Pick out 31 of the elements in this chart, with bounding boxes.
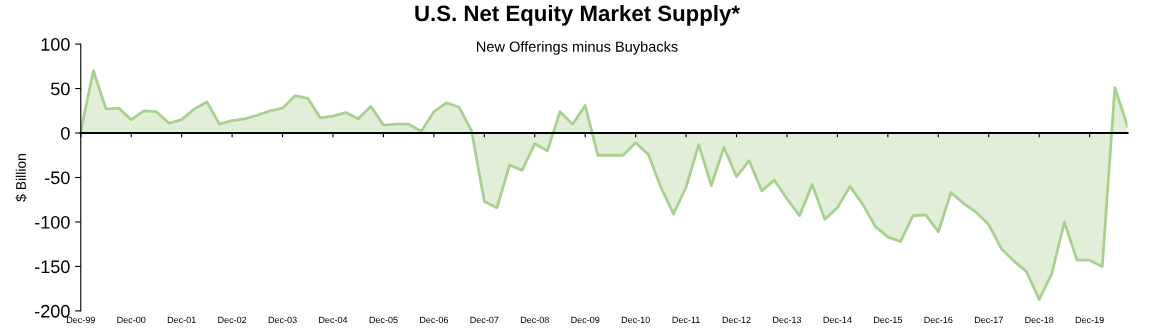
y-tick-label: -150 [35, 260, 70, 274]
y-tick-label: 50 [51, 82, 70, 96]
x-tick-label: Dec-03 [268, 316, 297, 324]
y-tick-label: -100 [35, 215, 70, 229]
x-tick-label: Dec-12 [722, 316, 751, 324]
x-tick-label: Dec-08 [520, 316, 549, 324]
chart-title: U.S. Net Equity Market Supply* [415, 4, 740, 26]
x-tick-label: Dec-06 [420, 316, 449, 324]
x-tick-label: Dec-14 [823, 316, 852, 324]
x-tick-label: Dec-13 [773, 316, 802, 324]
x-tick-label: Dec-00 [117, 316, 146, 324]
chart-subtitle: New Offerings minus Buybacks [477, 41, 678, 55]
x-tick-label: Dec-16 [924, 316, 953, 324]
x-tick-label: Dec-15 [874, 316, 903, 324]
y-tick-label: 100 [41, 38, 70, 51]
x-tick-label: Dec-99 [66, 316, 95, 324]
x-tick-label: Dec-07 [470, 316, 499, 324]
x-tick-label: Dec-17 [974, 316, 1003, 324]
y-tick-label: -50 [45, 171, 70, 185]
x-tick-label: Dec-10 [621, 316, 650, 324]
x-tick-label: Dec-04 [319, 316, 348, 324]
y-tick-label: -200 [35, 304, 70, 318]
x-tick-label: Dec-05 [369, 316, 398, 324]
x-tick-label: Dec-11 [672, 316, 700, 324]
x-tick-label: Dec-02 [218, 316, 247, 324]
x-tick-label: Dec-09 [571, 316, 600, 324]
x-tick-label: Dec-18 [1025, 316, 1054, 324]
x-tick-label: Dec-01 [167, 316, 196, 324]
y-axis-title: $ Billion [15, 154, 27, 202]
y-tick-label: 0 [61, 126, 70, 140]
x-tick-label: Dec-19 [1075, 316, 1104, 324]
